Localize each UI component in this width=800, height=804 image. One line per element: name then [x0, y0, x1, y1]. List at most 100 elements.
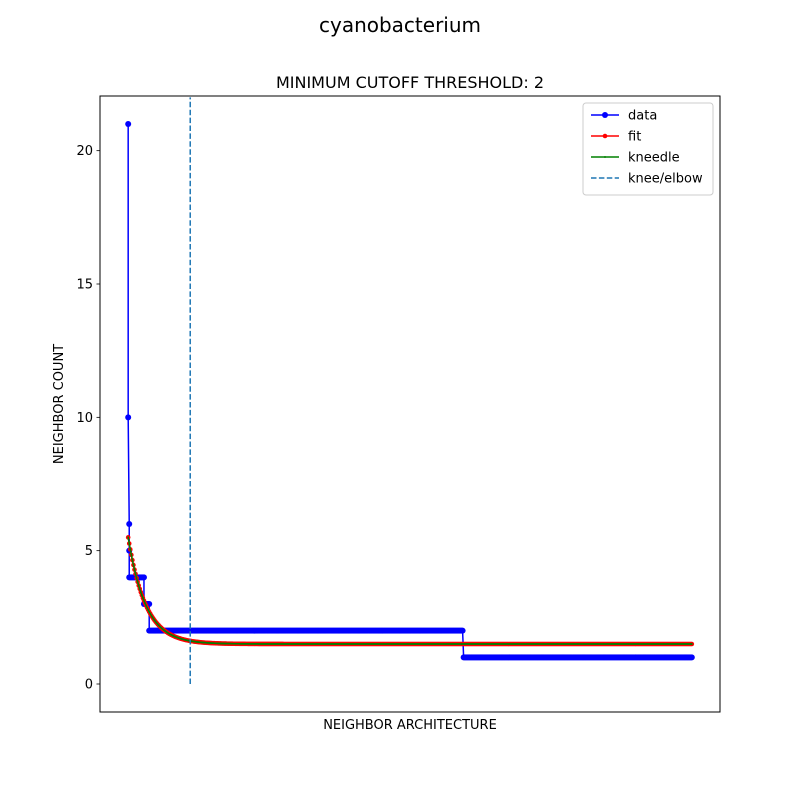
kneedle-point	[650, 643, 652, 645]
kneedle-point	[647, 643, 650, 645]
kneedle-point	[260, 643, 263, 645]
kneedle-point	[312, 643, 315, 645]
kneedle-point	[642, 643, 645, 645]
y-axis-label: NEIGHBOR COUNT	[52, 344, 67, 464]
kneedle-point	[191, 640, 194, 643]
kneedle-point	[152, 617, 155, 620]
kneedle-point	[663, 643, 666, 645]
kneedle-point	[555, 643, 557, 645]
kneedle-point	[217, 642, 220, 645]
kneedle-point	[587, 643, 590, 645]
legend-label: kneedle	[628, 151, 680, 166]
kneedle-point	[682, 643, 685, 645]
kneedle-point	[162, 628, 164, 631]
kneedle-point	[440, 643, 443, 645]
kneedle-point	[602, 643, 605, 645]
kneedle-point	[511, 643, 513, 645]
kneedle-point	[495, 643, 498, 645]
kneedle-point	[572, 643, 574, 645]
kneedle-point	[600, 643, 603, 645]
kneedle-point	[147, 609, 149, 611]
kneedle-point	[149, 612, 152, 615]
kneedle-point	[447, 643, 449, 645]
kneedle-point	[437, 643, 440, 645]
kneedle-point	[457, 643, 460, 645]
kneedle-point	[581, 643, 584, 645]
kneedle-point	[204, 641, 206, 644]
kneedle-point	[234, 642, 237, 645]
kneedle-point	[128, 542, 131, 545]
kneedle-point	[462, 643, 465, 645]
kneedle-point	[671, 643, 673, 645]
kneedle-point	[442, 643, 445, 645]
kneedle-point	[151, 616, 154, 618]
kneedle-point	[533, 643, 535, 645]
kneedle-point	[267, 643, 269, 645]
kneedle-point	[333, 643, 336, 645]
kneedle-point	[242, 643, 244, 645]
kneedle-point	[638, 643, 641, 645]
kneedle-point	[289, 643, 291, 645]
kneedle-point	[611, 643, 613, 645]
kneedle-point	[438, 643, 441, 645]
kneedle-point	[509, 643, 511, 645]
kneedle-point	[418, 643, 421, 645]
kneedle-point	[544, 643, 547, 645]
data-point	[125, 121, 132, 127]
kneedle-point	[284, 643, 286, 645]
kneedle-point	[536, 643, 539, 645]
kneedle-point	[393, 643, 396, 645]
kneedle-point	[503, 643, 506, 645]
kneedle-point	[360, 643, 363, 645]
kneedle-point	[476, 643, 479, 645]
kneedle-point	[299, 643, 302, 645]
kneedle-point	[366, 643, 368, 645]
kneedle-point	[265, 643, 267, 645]
kneedle-point	[169, 633, 172, 636]
chart-title: MINIMUM CUTOFF THRESHOLD: 2	[276, 73, 544, 92]
kneedle-point	[514, 643, 516, 645]
kneedle-point	[276, 643, 279, 645]
kneedle-point	[681, 643, 684, 645]
kneedle-point	[223, 642, 225, 645]
kneedle-point	[560, 643, 563, 645]
kneedle-point	[641, 643, 644, 645]
kneedle-point	[155, 622, 158, 624]
kneedle-point	[455, 643, 458, 645]
kneedle-point	[554, 643, 556, 645]
kneedle-point	[686, 643, 689, 645]
kneedle-point	[431, 643, 433, 645]
kneedle-point	[609, 643, 611, 645]
kneedle-point	[652, 643, 654, 645]
data-series-markers	[125, 121, 695, 661]
kneedle-point	[379, 643, 382, 645]
kneedle-point	[173, 635, 176, 638]
kneedle-point	[499, 643, 502, 645]
kneedle-point	[669, 643, 672, 645]
kneedle-point	[402, 643, 405, 645]
kneedle-point	[250, 643, 253, 645]
kneedle-point	[627, 643, 630, 645]
kneedle-point	[327, 643, 329, 645]
kneedle-point	[222, 642, 224, 645]
kneedle-point	[319, 643, 322, 645]
kneedle-point	[357, 643, 360, 645]
kneedle-point	[296, 643, 299, 645]
kneedle-point	[378, 643, 381, 645]
kneedle-point	[504, 643, 507, 645]
kneedle-point	[677, 643, 679, 645]
kneedle-point	[131, 559, 134, 561]
kneedle-point	[459, 643, 462, 645]
kneedle-point	[484, 643, 487, 645]
kneedle-point	[561, 643, 564, 645]
kneedle-point	[585, 643, 588, 645]
kneedle-point	[590, 643, 592, 645]
y-tick-label: 5	[85, 544, 93, 559]
kneedle-point	[691, 643, 693, 645]
kneedle-point	[578, 643, 581, 645]
kneedle-point	[211, 642, 214, 644]
kneedle-point	[297, 643, 300, 645]
kneedle-point	[135, 577, 138, 579]
kneedle-point	[423, 643, 426, 645]
kneedle-point	[422, 643, 425, 645]
